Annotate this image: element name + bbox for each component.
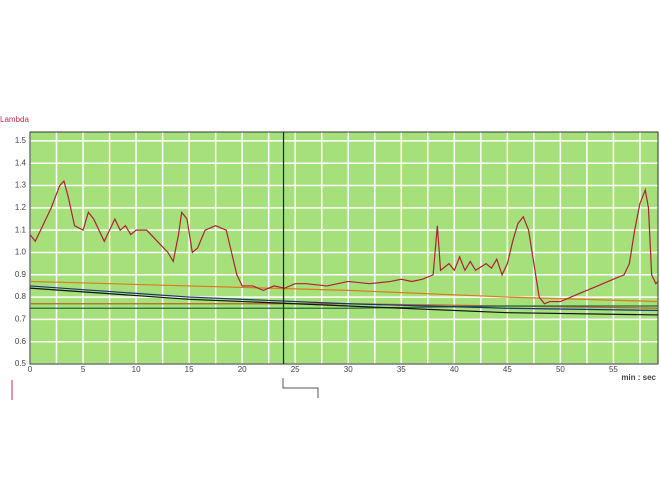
- bracket: [282, 378, 319, 398]
- x-tick-label: 25: [291, 365, 300, 374]
- x-tick-label: 50: [556, 365, 565, 374]
- y-tick-label: 0.7: [15, 314, 27, 323]
- data-line: [30, 305, 658, 309]
- x-axis-label: min : sec: [621, 373, 656, 382]
- data-line: [29, 179, 659, 305]
- data-line: [29, 280, 659, 303]
- y-tick-label: 0.6: [15, 337, 27, 346]
- y-tick-label: 0.5: [15, 359, 27, 368]
- x-tick-label: 30: [344, 365, 353, 374]
- x-tick-label: 45: [503, 365, 512, 374]
- x-tick-label: 40: [450, 365, 459, 374]
- x-tick-label: 20: [238, 365, 247, 374]
- y-axis-label: Lambda: [0, 115, 29, 124]
- y-tick-label: 1.5: [15, 136, 27, 145]
- y-tick-label: 1.0: [15, 248, 27, 257]
- x-tick-label: 5: [81, 365, 86, 374]
- y-tick-label: 0.9: [15, 270, 27, 279]
- x-tick-label: 35: [397, 365, 406, 374]
- x-tick-label: 15: [185, 365, 194, 374]
- y-tick-label: 1.3: [15, 181, 27, 190]
- data-line: [29, 285, 659, 312]
- data-line: [29, 287, 659, 316]
- x-tick-label: 55: [609, 365, 618, 374]
- y-tick-label: 0.8: [15, 292, 27, 301]
- y-tick-label: 1.2: [15, 203, 27, 212]
- x-tick-label: 0: [28, 365, 33, 374]
- plot-border: [29, 131, 659, 365]
- y-tick-label: 1.4: [15, 158, 27, 167]
- plot-area: [30, 132, 658, 364]
- x-tick-label: 10: [132, 365, 141, 374]
- y-tick-label: 1.1: [15, 225, 27, 234]
